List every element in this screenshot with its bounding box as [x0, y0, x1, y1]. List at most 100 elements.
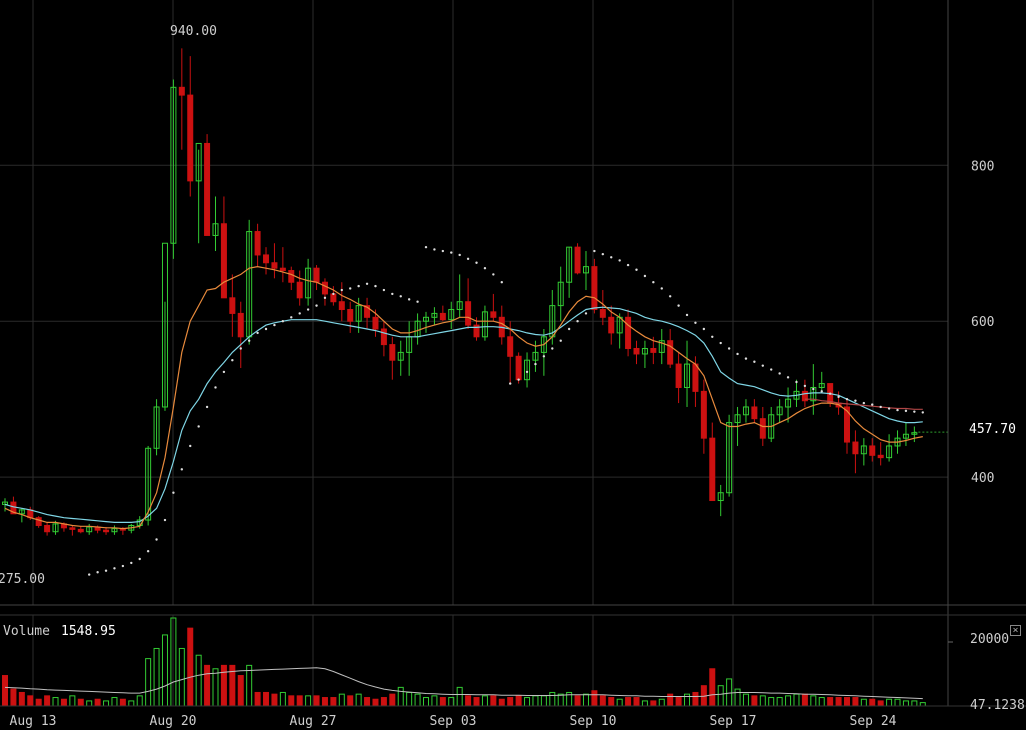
volume-bar [490, 695, 497, 707]
psar-dot [205, 405, 209, 409]
psar-dot [264, 327, 268, 331]
candle-body [700, 390, 707, 439]
volume-ma-line [4, 667, 923, 700]
psar-dot [113, 567, 116, 570]
candle-body [347, 309, 354, 322]
ema-long-line [804, 398, 923, 410]
volume-bar [759, 695, 766, 707]
volume-bar [161, 634, 168, 707]
volume-bar [498, 698, 505, 707]
volume-bar [279, 691, 286, 707]
candle-body [364, 305, 371, 318]
candle-body [178, 86, 185, 96]
candle-body [675, 363, 682, 388]
psar-dot [913, 410, 916, 413]
psar-dot [121, 564, 125, 568]
volume-bar [709, 668, 716, 707]
volume-value: 1548.95 [61, 624, 116, 639]
volume-panel[interactable] [2, 617, 926, 707]
candle-body [103, 529, 110, 533]
volume-bar [237, 675, 244, 707]
candle-body [759, 418, 766, 439]
psar-dot [483, 266, 487, 270]
volume-bar [94, 698, 101, 707]
candle-body [338, 301, 345, 311]
psar-dot [138, 557, 141, 561]
candle-body [355, 305, 362, 322]
x-tick-label: Sep 24 [850, 714, 897, 729]
volume-bar [785, 695, 792, 707]
volume-bar [776, 697, 783, 707]
volume-bar [734, 688, 741, 707]
candle-body [869, 445, 876, 456]
volume-bar [389, 693, 396, 707]
candle-body [734, 414, 741, 424]
psar-dot [357, 284, 360, 288]
psar-dot [887, 407, 891, 410]
candle-body [902, 433, 909, 439]
candle-body [473, 324, 480, 338]
candle-body [625, 316, 632, 349]
psar-dot [635, 268, 638, 271]
volume-bar [911, 700, 918, 707]
candle-body [810, 386, 817, 402]
candle-body [667, 340, 674, 365]
volume-bar [599, 695, 606, 707]
psar-dot [551, 347, 554, 350]
psar-dot [711, 335, 714, 339]
volume-bar [103, 700, 110, 707]
volume-bar [507, 697, 514, 707]
candle-body [641, 347, 648, 355]
psar-dot [96, 571, 99, 574]
psar-dot [618, 259, 621, 262]
volume-bar [86, 700, 93, 707]
volume-bar [220, 664, 227, 707]
candle-body [44, 524, 51, 533]
volume-bar [877, 700, 884, 707]
psar-dot [542, 355, 546, 358]
psar-dot [626, 263, 630, 267]
psar-dot [155, 538, 158, 541]
candle-body [187, 94, 194, 182]
candle-body [692, 363, 699, 392]
psar-dot [534, 362, 537, 366]
candle-body [448, 309, 455, 321]
volume-bar [212, 668, 219, 707]
candle-body [229, 297, 236, 314]
psar-dot [854, 399, 857, 402]
volume-bar [439, 697, 446, 707]
candle-body [35, 517, 42, 526]
candle-body [313, 267, 320, 283]
psar-dot [399, 295, 402, 298]
psar-dot [509, 382, 512, 385]
volume-bar [136, 695, 143, 707]
psar-dot [197, 425, 200, 428]
candle-body [195, 142, 202, 182]
volume-bar [52, 697, 59, 707]
volume-bar [818, 697, 825, 707]
candle-body [263, 254, 270, 264]
volume-bar [532, 695, 539, 707]
psar-dot [668, 295, 672, 298]
price-panel[interactable] [2, 48, 949, 576]
volume-bar [204, 664, 211, 707]
candle-body [582, 266, 589, 274]
candle-body [86, 526, 93, 533]
close-volume-panel-button[interactable]: × [1010, 625, 1021, 636]
volume-bar [540, 695, 547, 707]
psar-dot [475, 261, 478, 264]
psar-dot [525, 370, 529, 374]
candle-body [397, 351, 404, 361]
candle-body [490, 311, 497, 318]
candle-body [77, 528, 84, 533]
volume-bar [10, 688, 17, 707]
volume-bar [667, 693, 674, 707]
psar-dot [340, 288, 343, 292]
volume-bar [625, 697, 632, 707]
candle-body [254, 231, 261, 256]
psar-dot [517, 378, 520, 381]
volume-bar [692, 691, 699, 707]
psar-dot [685, 313, 689, 317]
candle-body [288, 270, 295, 283]
